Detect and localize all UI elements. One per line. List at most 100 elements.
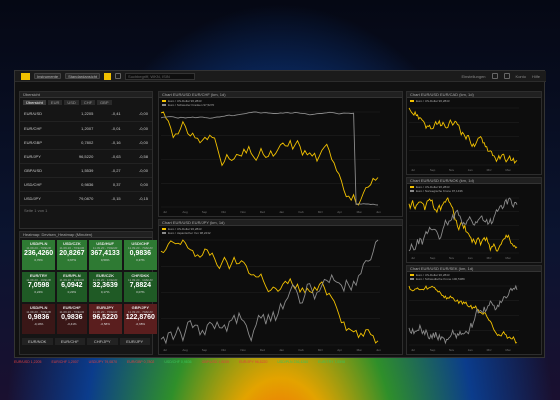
heatmap-footer-cell[interactable]: CHF/JPY (87, 338, 118, 345)
heatmap-cell[interactable]: USD/PLN 11.09.20 - 70/EUR 236,4260 0,70% (22, 240, 56, 270)
axis-tick-label: Jul (411, 348, 415, 352)
cell-symbol: EUR/CHF (62, 305, 81, 310)
heatmap-cell[interactable]: EUR/JPY 11.09.20 - 70/EUR 96,5220 -0,58% (88, 304, 122, 334)
ticker-item[interactable]: USD/PLN 236,4260 (277, 360, 309, 364)
percent: 0,00 (124, 177, 152, 192)
account-link[interactable]: Konto (515, 73, 526, 79)
lock-icon[interactable] (503, 73, 510, 79)
axis-tick-label: Jan (468, 348, 473, 352)
axis-tick-label: Apr (337, 348, 342, 352)
series-line-eurusd (160, 111, 379, 206)
table-row[interactable]: EUR/USD 1,2205 -0,41 -0,00 (20, 107, 152, 122)
chart-plot[interactable]: Jul Sep Nov Jan Mrz Mai (407, 194, 541, 261)
cell-change: -0,68% (135, 322, 146, 326)
chart-eurusd-eurnok: Chart EUR/USD EUR/NOK (km, 1d) Euro / US-… (406, 177, 542, 263)
change: 0,37 (97, 177, 125, 192)
chart-legend: Euro / US-Dollar 96,2843 Euro / Norwegisc… (407, 184, 541, 194)
tab-übersicht[interactable]: Übersicht (23, 100, 46, 105)
ticker-item[interactable]: EUR/JPY 96,5220 (239, 360, 268, 364)
series-line-eurusd (408, 197, 518, 252)
axis-tick-label: Mai (506, 348, 511, 352)
heatmap-cell[interactable]: EUR/TRY 11.09.20 - 10/EUR 7,0598 0,24% (22, 272, 56, 302)
tab-usd[interactable]: USD (64, 100, 79, 105)
axis-tick-label: Jul (411, 168, 415, 172)
symbol: USD/JPY (20, 191, 62, 206)
heatmap-cell[interactable]: USD/HUF 11.09.20 - 70/EUR 367,4133 0,59% (88, 240, 122, 270)
chart-plot[interactable]: Jul Sep Nov Jan Mrz Mai (407, 104, 541, 173)
ticker-item[interactable]: USD/JPY 79,0870 (88, 360, 118, 364)
cell-time: 11.09.20 - 70/EUR (128, 310, 153, 314)
cell-symbol: USD/CHF (131, 241, 150, 246)
percent: -0,00 (124, 135, 152, 150)
heatmap-cell[interactable]: EUR/CHF 11.09.20 - 70/EUR 0,9836 -0,41% (57, 304, 87, 334)
axis-tick-label: Nov (449, 348, 455, 352)
menu-button[interactable]: Instrumente (34, 73, 62, 79)
heatmap-cell[interactable]: USD/CZK 11.09.20 - 70/EUR 20,8267 0,67% (57, 240, 87, 270)
settings-link[interactable]: Einstellungen (461, 73, 486, 79)
change: -0,41 (97, 107, 125, 122)
heatmap-footer-cell[interactable]: EUR/JPY (119, 338, 150, 345)
tab-eur[interactable]: EUR (47, 100, 63, 105)
table-row[interactable]: USD/CHF 0,9836 0,37 0,00 (20, 177, 152, 192)
ticker-item[interactable]: GBP/USD 1,5539 (201, 360, 230, 364)
cell-change: 0,70% (34, 258, 43, 262)
series-line-compare (160, 111, 379, 206)
search-input[interactable]: Suchbegriff, WKN, ISIN (125, 72, 196, 80)
heatmap-cell[interactable]: GBP/JPY 11.09.20 - 70/EUR 122,8760 -0,68… (123, 304, 157, 334)
chart-title: Chart EUR/USD EUR/JPY (km, 1d) (159, 220, 402, 226)
axis-tick-label: Nov (449, 168, 455, 172)
pager[interactable]: Seite 1 von 1 (24, 207, 48, 213)
cell-change: 0,17% (100, 290, 110, 294)
table-row[interactable]: USD/JPY 79,0870 -0,15 -0,15 (20, 191, 152, 206)
axis-tick-label: Jun (376, 210, 381, 214)
symbol: EUR/JPY (20, 149, 62, 164)
ticker-item[interactable]: EUR/USD 1,2205 (14, 360, 42, 364)
add-panel-button[interactable] (104, 72, 112, 80)
heatmap-cell[interactable]: CHF/DKK 11.09.20 - 10/EUR 7,8824 0,07% (123, 272, 157, 302)
heatmap-cell[interactable]: EUR/CZK 11.09.20 - 10/EUR 32,3639 0,17% (88, 272, 122, 302)
table-row[interactable]: EUR/GBP 0,7802 -0,16 -0,00 (20, 135, 152, 150)
tab-chf[interactable]: CHF (80, 100, 96, 105)
chart-eurusd-eurjpy: Chart EUR/USD EUR/JPY (km, 1d) Euro / US-… (158, 219, 403, 355)
quote-table: EUR/USD 1,2205 -0,41 -0,00 EUR/CHF 1,2007… (20, 107, 152, 206)
heatmap-title: Heatmap: Devisen_Heatmap (Minuten) (20, 232, 152, 238)
heatmap-footer-cell[interactable]: EUR/CHF (54, 338, 85, 345)
chart-eurusd-eurchf: Chart EUR/USD EUR/CHF (km, 1d) Euro / US-… (158, 91, 403, 217)
axis-tick-label: Jul (163, 348, 167, 352)
layout-select[interactable]: Standardansicht (65, 73, 101, 79)
value: 1,2205 (61, 107, 98, 122)
ticker-item[interactable]: EUR/GBP 0,7802 (127, 360, 155, 364)
cell-symbol: EUR/PLN (63, 273, 81, 278)
ticker-item[interactable]: USD/CHF 0,9836 (164, 360, 192, 364)
heatmap-footer-cell[interactable]: EUR/NOK (22, 338, 53, 345)
axis-tick-label: Nov (240, 210, 246, 214)
chart-plot[interactable]: Jul Aug Sep Okt Nov Dez Jan Feb Mrz Apr Mai Jun (159, 108, 402, 215)
table-row[interactable]: EUR/JPY 96,5220 -0,63 -0,58 (20, 149, 152, 164)
symbol: EUR/USD (20, 107, 62, 122)
heatmap-grid: USD/PLN 11.09.20 - 70/EUR 236,4260 0,70%… (20, 238, 157, 336)
cell-symbol: CHF/DKK (131, 273, 150, 278)
axis-tick-label: Mrz (487, 168, 492, 172)
ticker-item[interactable]: EUR/CHF 1,2007 (51, 360, 79, 364)
user-icon[interactable] (491, 73, 498, 79)
heatmap-cell[interactable]: USD/PLN 11.09.20 - 70/EUR 0,9836 -0,19% (22, 304, 56, 334)
cell-time: 11.09.20 - 70/EUR (92, 310, 118, 314)
table-row[interactable]: GBP/USD 1,5539 -0,27 -0,00 (20, 163, 152, 178)
help-link[interactable]: Hilfe (531, 73, 540, 79)
table-row[interactable]: EUR/CHF 1,2007 -0,01 -0,00 (20, 121, 152, 136)
cell-change: 0,67% (67, 258, 77, 262)
ticker-item[interactable]: EUR/TRY 7,0598 (318, 360, 346, 364)
legend-entry: Euro / Schweizer Franken 97,5270 (162, 103, 399, 107)
change: -0,16 (97, 135, 125, 150)
tab-gbp[interactable]: GBP (97, 100, 112, 105)
chart-plot[interactable]: Jul Sep Nov Jan Mrz Mai (407, 282, 541, 353)
heatmap-cell[interactable]: USD/CHF 11.09.20 - 70/EUR 0,9836 0,37% (123, 240, 157, 270)
cell-change: 0,37% (136, 258, 145, 262)
heatmap-cell[interactable]: EUR/PLN 11.09.20 - 10/EUR 6,0942 0,23% (57, 272, 87, 302)
chart-plot[interactable]: Jul Aug Sep Okt Nov Dez Jan Feb Mrz Apr Mai Jun (159, 236, 402, 353)
legend-entry: Euro / Japanischer Yen 98,2232 (162, 231, 399, 235)
legend-entry: Euro / US-Dollar 96,2843 (410, 99, 538, 103)
chart-eurusd-eurcad: Chart EUR/USD EUR/CAD (km, 1d) Euro / US-… (406, 91, 542, 175)
axis-tick-label: Jul (411, 256, 415, 260)
window-icon[interactable] (115, 73, 122, 79)
